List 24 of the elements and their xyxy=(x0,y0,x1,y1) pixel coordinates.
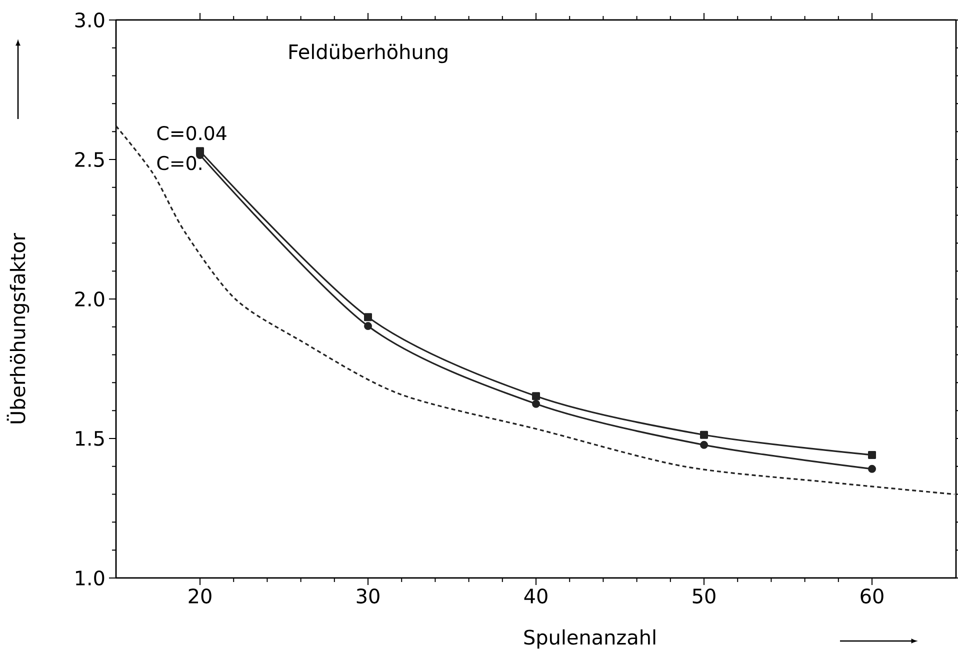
series-label: C=0.04 xyxy=(157,126,226,140)
point xyxy=(532,400,540,408)
text: Feldüberhöhung xyxy=(289,44,448,64)
x-tick-label: 30 xyxy=(356,588,380,604)
y-tick-label: 2.0 xyxy=(75,291,104,307)
point xyxy=(364,313,372,322)
x-tick-label: 20 xyxy=(188,588,212,604)
y-axis-title: Überhöhungsfaktor xyxy=(6,232,30,424)
point xyxy=(700,440,708,449)
point xyxy=(532,392,540,400)
y-tick-label: 3.0 xyxy=(75,12,104,28)
x-tick-label: 50 xyxy=(692,588,716,604)
x-tick-label: 60 xyxy=(860,588,884,604)
point xyxy=(868,450,876,459)
line-series xyxy=(115,125,956,496)
x-axis-title: Spulenanzahl xyxy=(524,629,656,649)
y-tick-label: 2.5 xyxy=(75,152,104,168)
point xyxy=(364,322,372,330)
y-tick-label: 1.0 xyxy=(76,570,104,586)
x-tick-label: 40 xyxy=(524,588,548,604)
point xyxy=(868,464,876,473)
point xyxy=(700,430,708,439)
series-label: C=0. xyxy=(157,156,202,170)
y-tick-label: 1.5 xyxy=(76,431,104,446)
